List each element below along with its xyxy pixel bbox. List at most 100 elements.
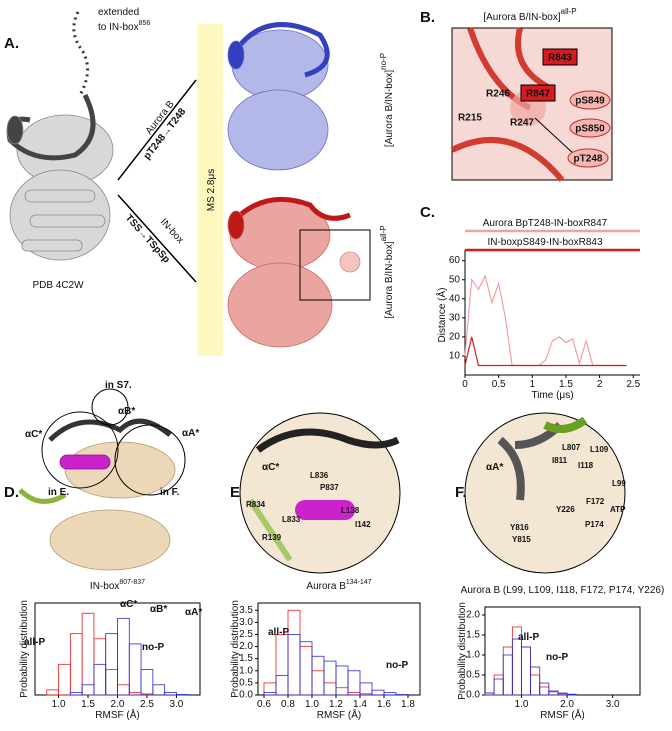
histogram-bar	[140, 669, 154, 696]
x-tick-label: 1.5	[81, 699, 95, 710]
panel-label: F.	[455, 484, 467, 501]
annotation: R139	[262, 533, 282, 542]
series-label: all-P	[518, 632, 539, 643]
series-line	[464, 274, 627, 367]
histogram-bar	[511, 638, 522, 696]
histogram-bar	[117, 617, 130, 696]
ribbon	[247, 498, 293, 562]
annotation: αA*	[182, 428, 199, 439]
annotation: L99	[612, 479, 626, 488]
annotation-sup: 856	[139, 20, 151, 27]
histogram-bar	[263, 692, 277, 696]
x-tick-label: 0.8	[281, 699, 295, 710]
histogram-bar	[530, 674, 541, 696]
x-tick-label: 2.5	[626, 379, 640, 390]
callout-circle	[41, 411, 119, 489]
y-tick-label: 1.0	[239, 665, 253, 676]
histogram-bar	[493, 674, 504, 696]
histogram-bar	[335, 665, 349, 696]
annotation: [Aurora B/IN-box]no-P	[379, 53, 395, 147]
protein-gray	[6, 93, 114, 261]
ribbon	[543, 416, 588, 433]
x-tick-label: 2	[597, 379, 603, 390]
y-tick-label: 20	[449, 331, 461, 342]
arrow	[117, 79, 197, 181]
y-tick-label: 50	[449, 274, 461, 285]
series-label: no-P	[386, 660, 409, 671]
x-axis-label: Time (μs)	[531, 390, 573, 401]
x-tick-label: 1.0	[305, 699, 319, 710]
protein-tan	[18, 418, 176, 571]
annotation-sup: no-P	[379, 53, 388, 70]
histogram-bar	[275, 675, 289, 696]
histogram-bar	[69, 692, 83, 696]
histogram-bar	[521, 646, 531, 696]
histogram-bar	[335, 687, 349, 696]
histogram-bar	[275, 634, 289, 696]
y-axis-label: Probability distribution	[230, 600, 241, 698]
x-tick-label: 1.4	[353, 699, 367, 710]
histogram-bar	[539, 682, 550, 696]
histogram-bar	[287, 634, 301, 696]
histogram-bar	[81, 684, 95, 696]
histogram-bar	[521, 646, 531, 696]
annotation: MS 2.8μs	[206, 169, 217, 211]
y-tick-label: 2.5	[239, 629, 253, 640]
annotation: extended	[98, 7, 139, 18]
residue-label: R215	[458, 113, 482, 124]
histogram-bar	[93, 638, 107, 696]
series-line	[464, 336, 627, 367]
chart-title: Aurora B134-147	[306, 579, 371, 592]
x-tick-label: 1.6	[377, 699, 391, 710]
panel-label: B.	[420, 9, 435, 26]
histogram-bar	[539, 686, 550, 696]
annotation: αC*	[120, 599, 137, 610]
x-tick-label: 3.0	[606, 699, 620, 710]
protein-red	[227, 196, 361, 348]
y-tick-label: 2.0	[239, 641, 253, 652]
histogram-bar	[311, 670, 325, 696]
y-tick-label: 1.5	[466, 630, 480, 641]
annotation: IN-box	[158, 217, 186, 246]
annotation: Y815	[512, 535, 531, 544]
residue-label: R843	[548, 53, 572, 64]
extension-dots	[72, 11, 89, 96]
annotation: L109	[590, 445, 609, 454]
y-tick-label: 30	[449, 312, 461, 323]
plot-frame	[484, 606, 641, 696]
protein-blue	[227, 22, 330, 171]
histogram-bar	[311, 655, 325, 696]
chart-title: IN-box807-837	[90, 579, 145, 592]
histogram-bar	[502, 654, 513, 696]
histogram-bar	[323, 682, 337, 696]
annotation: αC*	[25, 429, 42, 440]
panel-label: A.	[4, 35, 19, 52]
x-tick-label: 1.8	[401, 699, 415, 710]
histogram-bar	[287, 609, 301, 696]
annotation-sup: all-P	[379, 225, 388, 241]
x-tick-label: 2.0	[111, 699, 125, 710]
y-tick-label: 60	[449, 255, 461, 266]
y-axis-label: Distance (Å)	[435, 287, 448, 342]
histogram-bar	[299, 646, 313, 696]
annotation: αA*	[185, 607, 202, 618]
annotation: Y816	[510, 523, 529, 532]
annotation: I811	[552, 456, 568, 465]
panel-label: D.	[4, 484, 19, 501]
histogram-bar	[493, 678, 504, 696]
callout-circle	[114, 424, 186, 496]
legend-label: Aurora BpT248-IN-boxR847	[483, 218, 608, 229]
histogram-bar	[299, 641, 313, 696]
histogram-bar	[359, 682, 373, 696]
histogram-bar	[530, 666, 541, 696]
x-tick-label: 2.5	[140, 699, 154, 710]
chart-title: Aurora B (L99, L109, I118, F172, P174, Y…	[461, 585, 665, 596]
panel-label: C.	[420, 204, 435, 221]
helix	[295, 500, 355, 520]
x-tick-label: 1.5	[559, 379, 573, 390]
annotation: [Aurora B/IN-box]all-P	[379, 225, 395, 318]
histogram-bar	[81, 612, 95, 696]
annotation: P837	[320, 483, 339, 492]
chart-title: Aurora B (L99, L109, I118, F172, P174, Y…	[461, 585, 665, 596]
x-axis-label: RMSF (Å)	[95, 708, 139, 721]
